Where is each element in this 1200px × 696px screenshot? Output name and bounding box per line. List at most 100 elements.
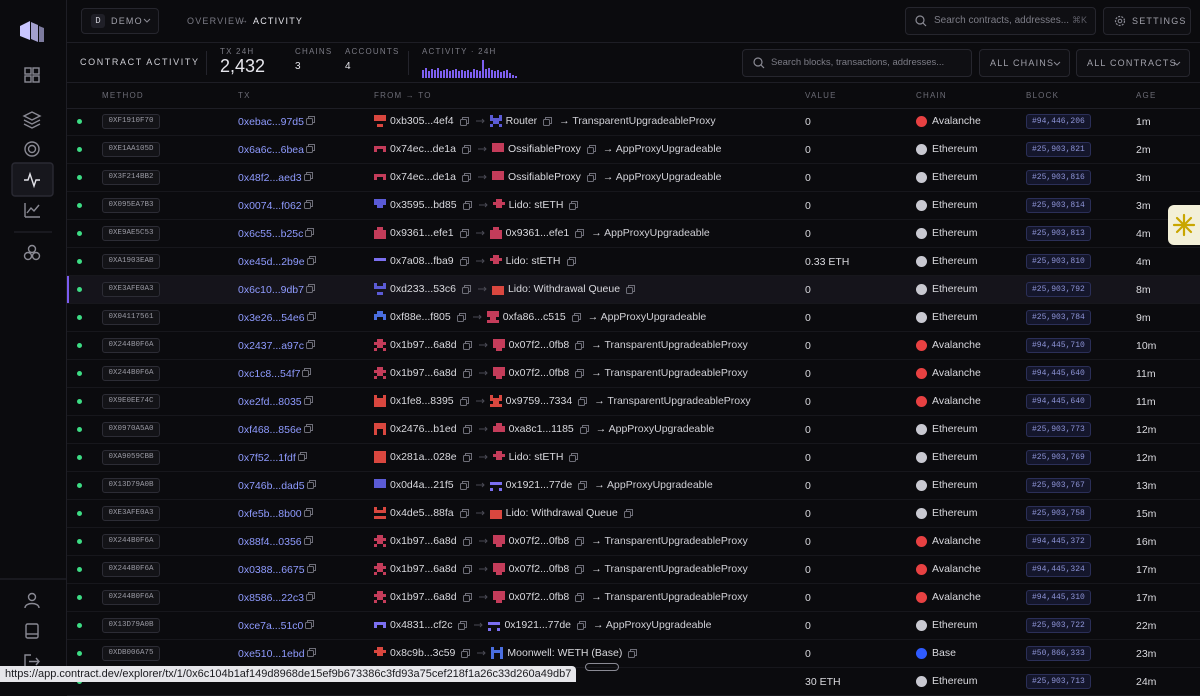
tx-hash[interactable]: 0xce7a...51c0 — [238, 620, 317, 632]
nav-integrations[interactable] — [23, 244, 41, 261]
block-badge[interactable]: #25,903,758 — [1026, 506, 1091, 521]
copy-icon[interactable] — [462, 200, 472, 210]
filter-dropdown[interactable]: ALL CONTRACTS — [1076, 49, 1190, 77]
table-row[interactable]: 0XDB006A75 0xe510...1ebd 0x8c9b...3c59 Moon… — [67, 640, 1200, 668]
block-badge[interactable]: #25,903,773 — [1026, 422, 1091, 437]
tx-hash[interactable]: 0xc1c8...54f7 — [238, 368, 314, 380]
copy-icon[interactable] — [459, 508, 469, 518]
tx-hash[interactable]: 0xfe5b...8b00 — [238, 508, 316, 520]
from-address[interactable]: 0x1b97...6a8d — [390, 535, 457, 547]
copy-icon[interactable] — [456, 312, 466, 322]
copy-icon[interactable] — [575, 564, 585, 574]
to-address[interactable]: 0x07f2...0fb8 — [508, 367, 570, 379]
block-badge[interactable]: #25,903,816 — [1026, 170, 1091, 185]
copy-icon[interactable] — [461, 172, 471, 182]
table-row[interactable]: 0XE3AFE0A3 0xfe5b...8b00 0x4de5...88fa Lido… — [67, 500, 1200, 528]
tx-hash[interactable]: 0xebac...97d5 — [238, 116, 318, 128]
tx-hash[interactable]: 0x0074...f062 — [238, 200, 316, 212]
copy-icon[interactable] — [462, 564, 472, 574]
tx-hash-text[interactable]: 0x6c55...b25c — [238, 228, 304, 240]
to-address[interactable]: Lido: stETH — [505, 255, 561, 267]
block-badge[interactable]: #25,903,810 — [1026, 254, 1091, 269]
block-badge[interactable]: #94,445,710 — [1026, 338, 1091, 353]
from-address[interactable]: 0x4de5...88fa — [390, 507, 454, 519]
assistant-widget[interactable] — [1168, 205, 1200, 245]
tx-hash-text[interactable]: 0x88f4...0356 — [238, 536, 302, 548]
copy-icon[interactable] — [628, 648, 638, 658]
breadcrumb-parent[interactable]: OVERVIEW — [187, 16, 245, 26]
copy-icon[interactable] — [578, 396, 588, 406]
copy-icon[interactable] — [297, 452, 307, 461]
block-badge[interactable]: #25,903,813 — [1026, 226, 1091, 241]
tx-hash-text[interactable]: 0x7f52...1fdf — [238, 452, 296, 464]
tx-hash-text[interactable]: 0xe2fd...8035 — [238, 396, 302, 408]
block-badge[interactable]: #25,903,767 — [1026, 478, 1091, 493]
copy-icon[interactable] — [303, 200, 313, 209]
to-address[interactable]: Lido: stETH — [508, 199, 564, 211]
tx-hash[interactable]: 0x8586...22c3 — [238, 592, 318, 604]
copy-icon[interactable] — [575, 592, 585, 602]
tx-hash[interactable]: 0x3e26...54e6 — [238, 312, 319, 324]
to-address[interactable]: 0xfa86...c515 — [502, 311, 566, 323]
table-row[interactable]: 0X095EA7B3 0x0074...f062 0x3595...bd85 Lido… — [67, 192, 1200, 220]
copy-icon[interactable] — [569, 452, 579, 462]
copy-icon[interactable] — [305, 228, 315, 237]
copy-icon[interactable] — [575, 536, 585, 546]
tx-hash[interactable]: 0x88f4...0356 — [238, 536, 316, 548]
to-address[interactable]: OssifiableProxy — [507, 171, 581, 183]
tx-hash-text[interactable]: 0xce7a...51c0 — [238, 620, 304, 632]
table-row[interactable]: 0X13D79A0B 0xce7a...51c0 0x4831...cf2c 0x19… — [67, 612, 1200, 640]
filter-dropdown[interactable]: ALL CHAINS — [979, 49, 1070, 77]
block-badge[interactable]: #25,903,792 — [1026, 282, 1091, 297]
copy-icon[interactable] — [462, 368, 472, 378]
table-row[interactable]: 0XF1910F70 0xebac...97d5 0xb305...4ef4 Rout… — [67, 108, 1200, 136]
copy-icon[interactable] — [306, 312, 316, 321]
block-badge[interactable]: #50,866,333 — [1026, 646, 1091, 661]
copy-icon[interactable] — [459, 256, 469, 266]
nav-docs[interactable] — [25, 623, 39, 639]
tx-hash-text[interactable]: 0xc1c8...54f7 — [238, 368, 301, 380]
from-address[interactable]: 0x4831...cf2c — [390, 619, 453, 631]
tx-hash-text[interactable]: 0x6a6c...6bea — [238, 144, 304, 156]
table-row[interactable]: 0XE9AE5C53 0x6c55...b25c 0x9361...efe1 0x93… — [67, 220, 1200, 248]
from-address[interactable]: 0x1b97...6a8d — [390, 563, 457, 575]
block-badge[interactable]: #94,446,206 — [1026, 114, 1091, 129]
from-address[interactable]: 0x0d4a...21f5 — [390, 479, 454, 491]
copy-icon[interactable] — [575, 340, 585, 350]
copy-icon[interactable] — [462, 536, 472, 546]
tx-hash[interactable]: 0xe45d...2b9e — [238, 256, 319, 268]
block-badge[interactable]: #94,445,324 — [1026, 562, 1091, 577]
tx-hash-text[interactable]: 0x3e26...54e6 — [238, 312, 305, 324]
to-address[interactable]: 0x07f2...0fb8 — [508, 591, 570, 603]
copy-icon[interactable] — [303, 508, 313, 517]
nav-account[interactable] — [24, 592, 40, 609]
block-badge[interactable]: #25,903,722 — [1026, 618, 1091, 633]
copy-icon[interactable] — [306, 480, 316, 489]
tx-hash-text[interactable]: 0xebac...97d5 — [238, 116, 304, 128]
table-row[interactable]: 0X244B0F6A 0xc1c8...54f7 0x1b97...6a8d 0x07… — [67, 360, 1200, 388]
from-address[interactable]: 0x1fe8...8395 — [390, 395, 454, 407]
block-badge[interactable]: #25,903,769 — [1026, 450, 1091, 465]
block-badge[interactable]: #25,903,784 — [1026, 310, 1091, 325]
to-address[interactable]: 0x1921...77de — [504, 619, 572, 631]
tx-hash[interactable]: 0xf468...856e — [238, 424, 316, 436]
to-address[interactable]: 0x1921...77de — [505, 479, 573, 491]
nav-overview[interactable] — [24, 67, 40, 83]
table-row[interactable]: 0XA9059CBB 0x7f52...1fdf 0x281a...028e Lido… — [67, 444, 1200, 472]
copy-icon[interactable] — [459, 116, 469, 126]
tx-hash-text[interactable]: 0xe45d...2b9e — [238, 256, 305, 268]
copy-icon[interactable] — [303, 536, 313, 545]
settings-button[interactable]: SETTINGS — [1103, 7, 1191, 35]
from-address[interactable]: 0x7a08...fba9 — [390, 255, 454, 267]
tx-hash-text[interactable]: 0x0074...f062 — [238, 200, 302, 212]
copy-icon[interactable] — [543, 116, 553, 126]
to-address[interactable]: Router — [505, 115, 538, 127]
copy-icon[interactable] — [569, 200, 579, 210]
copy-icon[interactable] — [305, 620, 315, 629]
from-address[interactable]: 0x74ec...de1a — [390, 143, 456, 155]
copy-icon[interactable] — [303, 396, 313, 405]
tx-hash[interactable]: 0x6c10...9db7 — [238, 284, 318, 296]
copy-icon[interactable] — [462, 424, 472, 434]
tx-hash-text[interactable]: 0x6c10...9db7 — [238, 284, 304, 296]
copy-icon[interactable] — [459, 228, 469, 238]
